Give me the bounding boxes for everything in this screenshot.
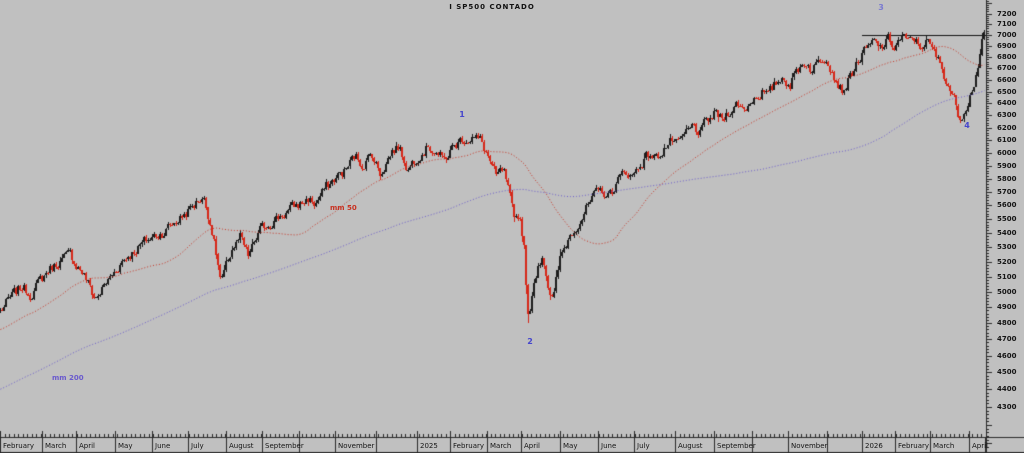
month-label: November bbox=[791, 442, 828, 450]
month-label: June bbox=[155, 442, 171, 450]
price-tick-label: 7000 bbox=[997, 31, 1017, 39]
ma50-label: mm 50 bbox=[330, 204, 357, 212]
month-label: November bbox=[338, 442, 375, 450]
price-tick-label: 5000 bbox=[997, 287, 1017, 296]
month-label: June bbox=[601, 442, 617, 450]
price-tick-label: 4800 bbox=[997, 319, 1017, 328]
month-label: May bbox=[563, 442, 578, 450]
ma200-label: mm 200 bbox=[52, 374, 84, 382]
annotation-number: 3 bbox=[878, 3, 884, 12]
price-tick-label: 6800 bbox=[997, 53, 1017, 62]
price-tick-label: 6300 bbox=[997, 111, 1017, 120]
price-tick-label: 6900 bbox=[997, 41, 1017, 50]
price-tick-label: 5700 bbox=[997, 187, 1017, 196]
price-tick-label: 4900 bbox=[997, 303, 1017, 312]
price-tick-label: 4300 bbox=[997, 403, 1017, 411]
month-label: March bbox=[45, 442, 67, 450]
month-label: February bbox=[898, 442, 930, 450]
month-label: July bbox=[637, 442, 650, 450]
price-tick-label: 5900 bbox=[997, 161, 1017, 170]
price-tick-label: 5800 bbox=[997, 174, 1017, 183]
month-label: April bbox=[79, 442, 95, 450]
price-tick-label: 4500 bbox=[997, 368, 1017, 377]
price-tick-label: 6600 bbox=[997, 75, 1017, 84]
price-tick-label: 4600 bbox=[997, 351, 1017, 360]
price-tick-label: 4700 bbox=[997, 335, 1017, 344]
annotation-number: 2 bbox=[527, 337, 533, 346]
month-label: August bbox=[678, 442, 703, 450]
month-label: 2025 bbox=[420, 442, 438, 450]
price-tick-label: 4400 bbox=[997, 385, 1017, 394]
month-label: April bbox=[524, 442, 540, 450]
month-label: July bbox=[191, 442, 204, 450]
price-tick-label: 7100 bbox=[997, 20, 1017, 29]
month-label: February bbox=[3, 442, 35, 450]
price-tick-label: 5200 bbox=[997, 257, 1017, 266]
month-label: May bbox=[118, 442, 133, 450]
price-tick-label: 5600 bbox=[997, 201, 1017, 210]
price-tick-label: 6100 bbox=[997, 136, 1017, 145]
price-tick-label: 6200 bbox=[997, 123, 1017, 132]
price-tick-label: 6400 bbox=[997, 99, 1017, 108]
price-tick-label: 6500 bbox=[997, 87, 1017, 96]
month-label: April bbox=[972, 442, 988, 450]
month-label: August bbox=[229, 442, 254, 450]
price-tick-label: 5400 bbox=[997, 229, 1017, 238]
price-tick-label: 6000 bbox=[997, 148, 1017, 157]
price-tick-label: 5100 bbox=[997, 272, 1017, 281]
annotation-number: 1 bbox=[459, 110, 465, 119]
price-tick-label: 5300 bbox=[997, 243, 1017, 252]
annotation-number: 4 bbox=[964, 121, 970, 130]
chart-title: I SP500 CONTADO bbox=[449, 3, 535, 11]
month-label: September bbox=[717, 442, 756, 450]
month-label: February bbox=[453, 442, 485, 450]
price-tick-label: 7200 bbox=[997, 9, 1017, 18]
month-label: 2026 bbox=[865, 442, 883, 450]
price-tick-label: 6700 bbox=[997, 64, 1017, 73]
month-label: September bbox=[265, 442, 304, 450]
month-label: March bbox=[933, 442, 955, 450]
month-label: March bbox=[490, 442, 512, 450]
price-tick-label: 5500 bbox=[997, 215, 1017, 224]
